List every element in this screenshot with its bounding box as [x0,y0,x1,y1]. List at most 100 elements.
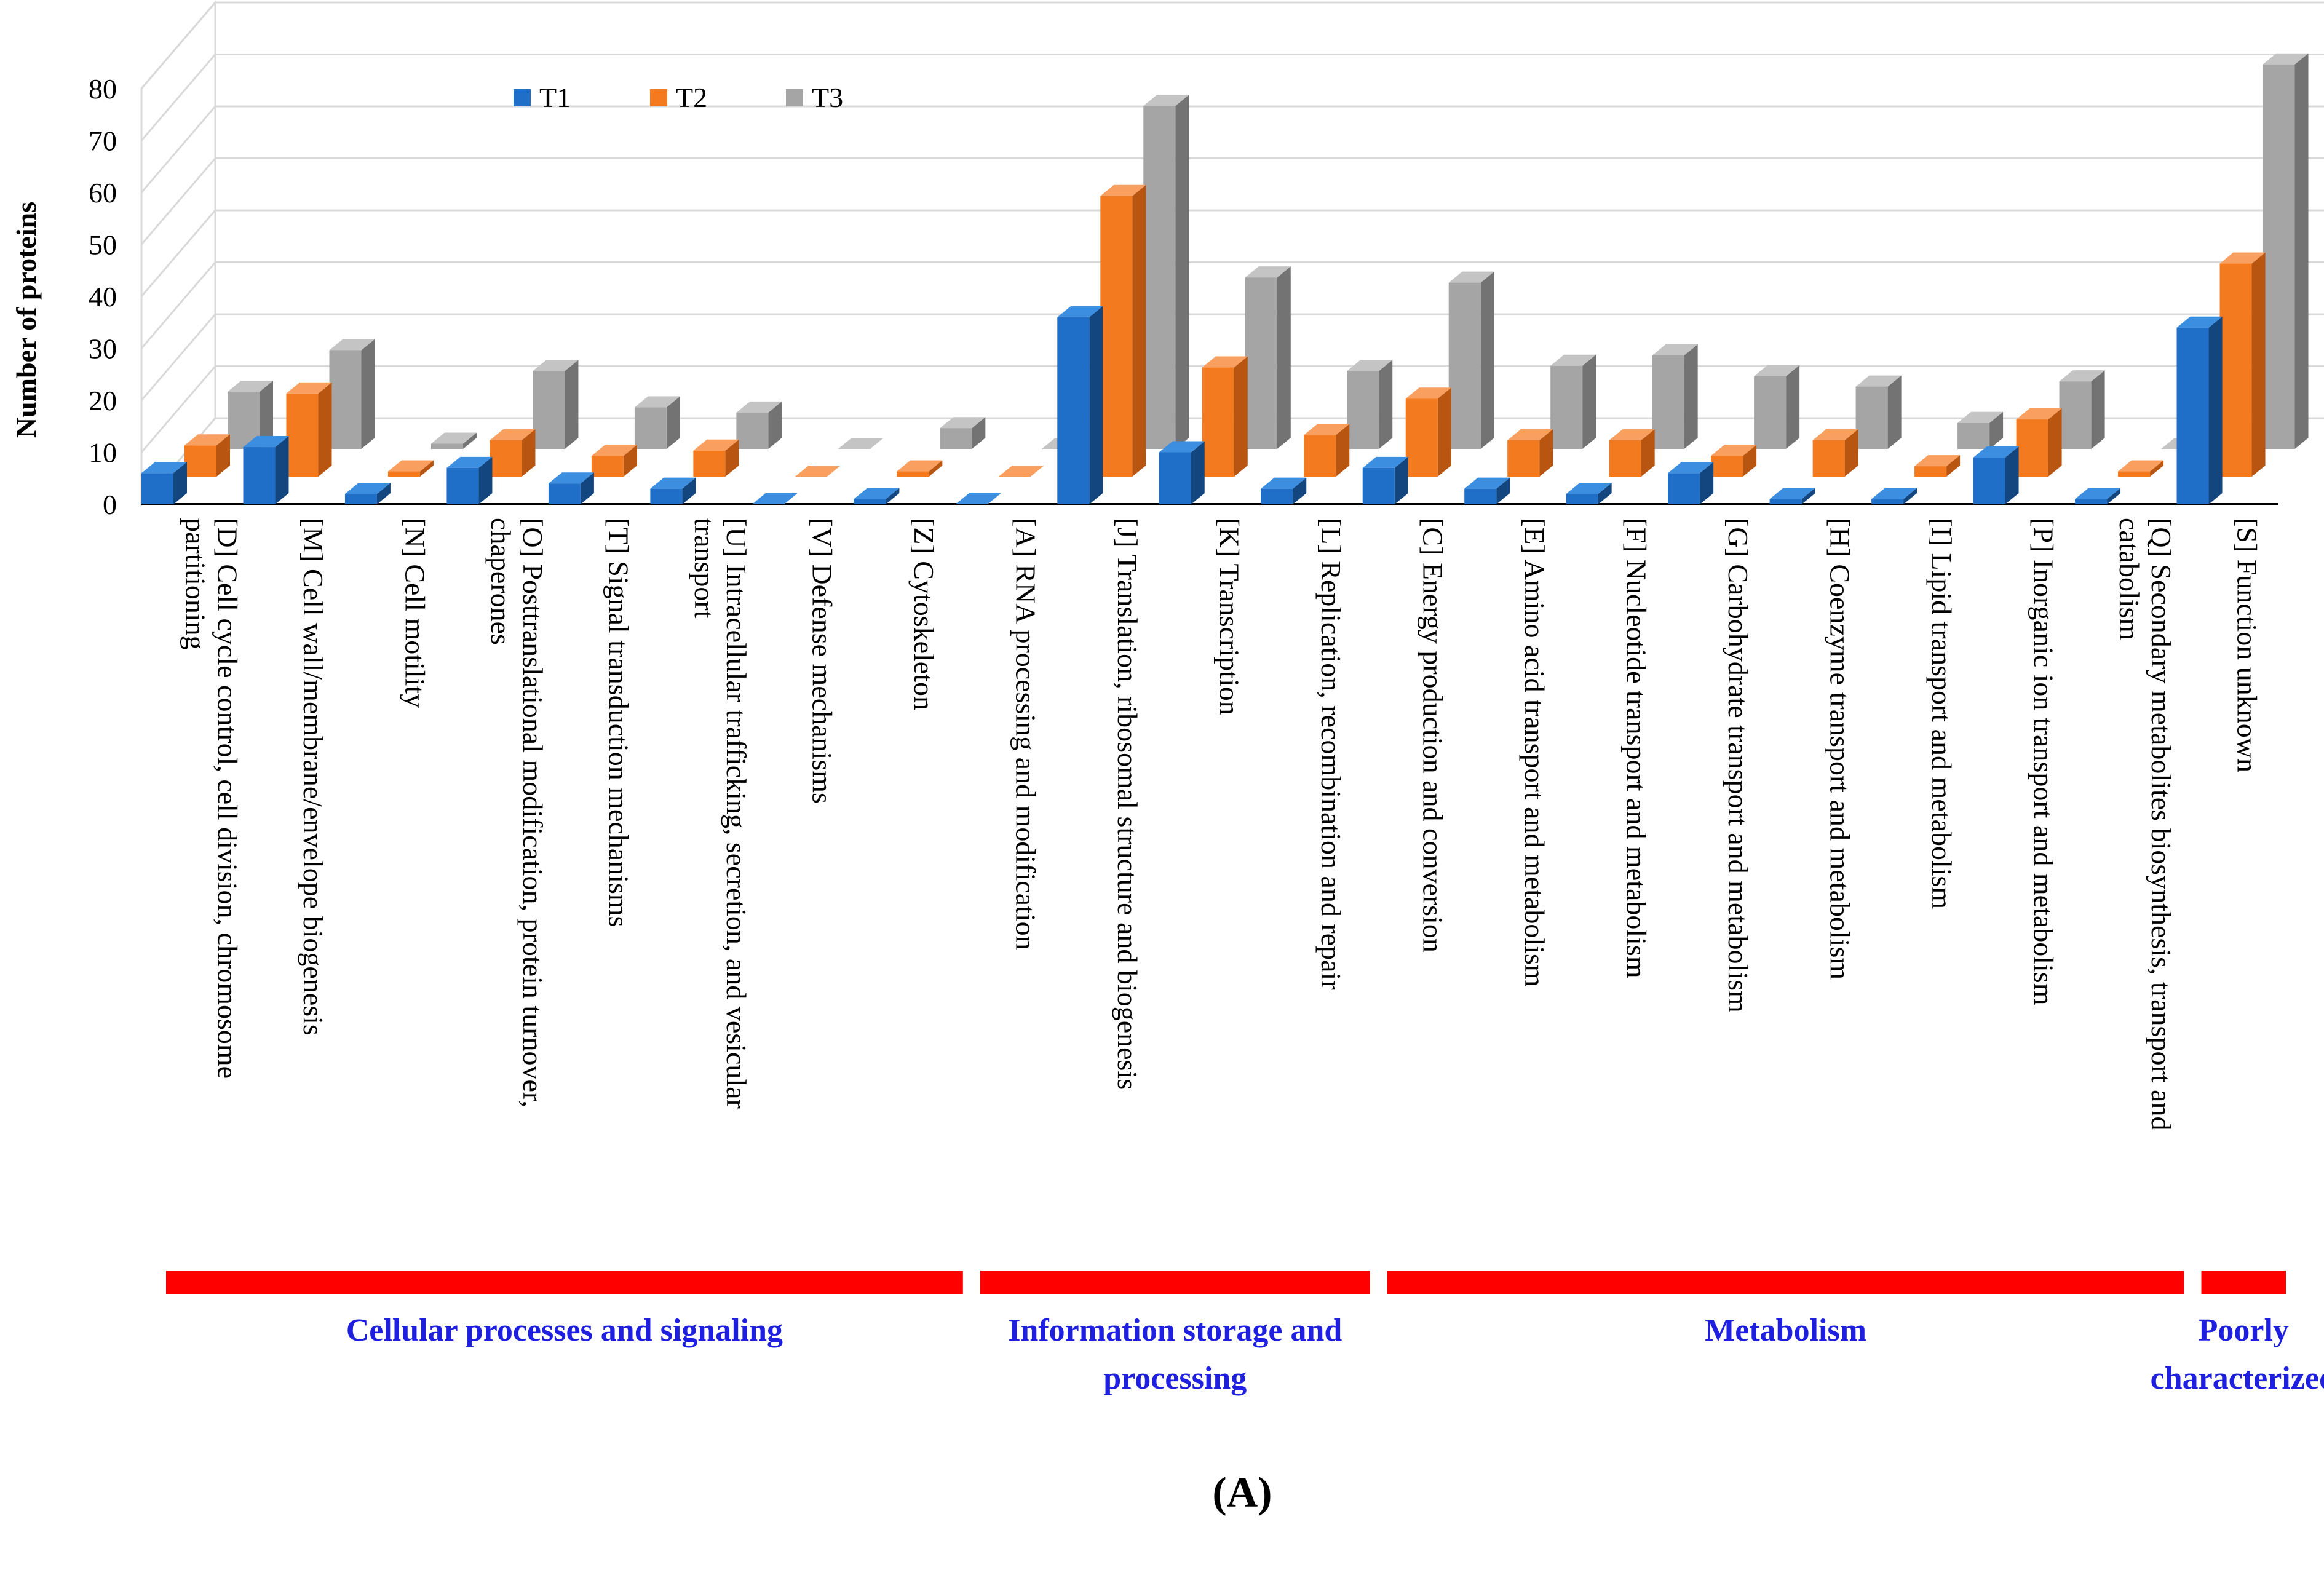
category-label: [P] Inorganic ion transport and metaboli… [2028,518,2059,1005]
category-label: [G] Carbohydrate transport and metabolis… [1723,518,1754,1013]
y-tick-label: 10 [89,437,117,469]
category-label: [S] Function unknown [2231,518,2263,772]
svg-text:[I] Lipid transport and metabo: [I] Lipid transport and metabolism [1926,518,1957,909]
svg-text:characterized: characterized [2151,1361,2324,1396]
category-label: [C] Energy production and conversion [1417,518,1448,953]
category-label: [K] Transcription [1214,518,1245,715]
bar-t2 [2219,252,2266,477]
svg-text:[O] Posttranslational modifica: [O] Posttranslational modification, prot… [517,518,549,1108]
svg-text:Cellular processes and signali: Cellular processes and signaling [346,1313,783,1348]
bar-t1 [243,436,289,504]
bar-t2 [387,460,434,477]
bar-t3 [533,360,579,449]
bar-t1 [854,488,900,504]
bar-t2 [998,466,1044,477]
bar-t2 [490,429,536,477]
bar-t3 [430,432,477,449]
bar-t2 [184,434,230,477]
bar-t2 [1202,356,1248,477]
category-label: [E] Amino acid transport and metabolism [1519,518,1550,987]
bar-t1 [2176,316,2223,504]
bar-t1 [955,493,1001,504]
bar-t1 [2075,488,2121,504]
bar-t3 [1448,271,1494,449]
bar-t3 [329,339,375,449]
chart-bars [141,53,2309,504]
bar-t2 [2016,408,2062,477]
bar-t1 [1668,462,1714,504]
bar-t2 [897,460,943,477]
svg-text:[F] Nucleotide transport and m: [F] Nucleotide transport and metabolism [1620,518,1652,978]
bar-t3 [1957,411,2004,449]
category-label: [J] Translation, ribosomal structure and… [1112,518,1143,1090]
bar-t1 [752,493,798,504]
bar-t3 [1347,360,1393,449]
category-group: Metabolism [1387,1271,2184,1348]
category-label: [D] Cell cycle control, cell division, c… [180,518,244,1079]
svg-text:[J] Translation, ribosomal str: [J] Translation, ribosomal structure and… [1112,518,1143,1090]
bar-t1 [1464,477,1510,504]
bar-t1 [1159,441,1205,504]
bar-t2 [1914,455,1961,477]
category-groups: Cellular processes and signaling Informat… [166,1271,2324,1396]
bar-t1 [650,477,696,504]
svg-text:[L] Replication, recombination: [L] Replication, recombination and repai… [1315,518,1347,990]
bar-t2 [286,382,332,477]
legend-item-t3: T3 [786,82,843,113]
svg-text:T2: T2 [676,82,707,113]
bar-t1 [1566,483,1612,504]
svg-text:T1: T1 [539,82,571,113]
gridline [140,1,2324,89]
y-tick-label: 20 [89,385,117,416]
svg-text:[D] Cell cycle control, cell d: [D] Cell cycle control, cell division, c… [212,518,244,1079]
gridline [140,261,2324,349]
bar-t2 [1812,429,1858,477]
svg-text:[Z] Cytoskeleton: [Z] Cytoskeleton [908,518,940,710]
y-tick-label: 70 [89,125,117,157]
svg-text:Poorly: Poorly [2199,1313,2289,1348]
bar-t1 [446,456,493,504]
svg-text:[C] Energy production and conv: [C] Energy production and conversion [1417,518,1448,953]
category-label: [I] Lipid transport and metabolism [1926,518,1957,909]
svg-text:[V] Defense mechanisms: [V] Defense mechanisms [807,518,838,804]
legend: T1 T2 T3 [514,82,843,113]
svg-text:T3: T3 [812,82,843,113]
bar-t3 [634,396,680,449]
bar-t1 [1871,488,1917,504]
bar-t2 [2118,460,2164,477]
y-tick-label: 40 [89,281,117,312]
svg-text:[N] Cell motility: [N] Cell motility [400,518,431,708]
bar-t2 [1609,429,1655,477]
category-labels: [D] Cell cycle control, cell division, c… [180,518,2263,1130]
y-axis: 0 10 20 30 40 50 60 70 80 [89,73,117,520]
svg-text:chaperones: chaperones [485,518,517,645]
svg-text:[Q] Secondary metabolites bios: [Q] Secondary metabolites biosynthesis, … [2146,518,2177,1130]
gridline [140,209,2324,297]
svg-text:[H] Coenzyme transport and met: [H] Coenzyme transport and metabolism [1824,518,1855,980]
category-label: [U] Intracellular trafficking, secretion… [689,518,752,1109]
bar-t3 [1754,365,1800,449]
category-label: [A] RNA processing and modification [1010,518,1042,950]
gridline [140,365,2324,453]
svg-text:[T] Signal transduction mechan: [T] Signal transduction mechanisms [603,518,635,927]
bar-t1 [1769,488,1815,504]
svg-text:[A] RNA processing and modific: [A] RNA processing and modification [1010,518,1042,950]
bar-t2 [1507,429,1553,477]
y-tick-label: 60 [89,177,117,208]
bar-t3 [1652,344,1698,449]
bar-t1 [1973,446,2019,504]
svg-text:Information storage and: Information storage and [1008,1313,1342,1348]
bar-t2 [795,466,841,477]
gridline [140,105,2324,193]
svg-text:processing: processing [1103,1361,1247,1396]
gridline [140,54,2324,141]
category-label: [O] Posttranslational modification, prot… [485,518,549,1108]
bar-t3 [940,417,986,449]
category-label: [M] Cell wall/membrane/envelope biogenes… [298,518,329,1036]
svg-text:[P] Inorganic ion transport an: [P] Inorganic ion transport and metaboli… [2028,518,2059,1005]
svg-text:transport: transport [689,518,720,619]
svg-text:[K] Transcription: [K] Transcription [1214,518,1245,715]
bar-t1 [548,472,594,504]
svg-text:Metabolism: Metabolism [1705,1313,1866,1348]
